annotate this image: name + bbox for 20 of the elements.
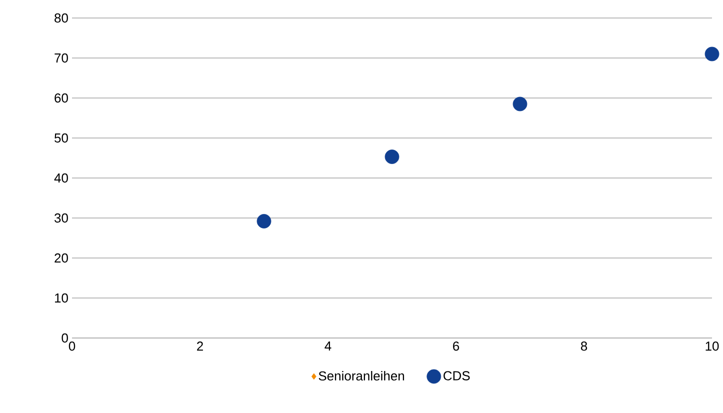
x-tick-label: 10 bbox=[706, 342, 719, 351]
x-tick-label: 6 bbox=[453, 342, 460, 351]
y-tick-label: 60 bbox=[54, 93, 68, 103]
legend-label: Senioranleihen bbox=[318, 370, 404, 381]
y-tick-label: 30 bbox=[54, 213, 68, 223]
point bbox=[256, 214, 272, 228]
x-tick-label: 4 bbox=[324, 342, 332, 350]
x-tick-label: 8 bbox=[580, 342, 588, 351]
y-tick-label: 40 bbox=[54, 173, 68, 183]
y-tick-label: 10 bbox=[54, 293, 68, 303]
point bbox=[512, 96, 528, 112]
y-tick-label: 20 bbox=[54, 253, 68, 263]
y-tick-label: 70 bbox=[54, 53, 68, 63]
legend-label: CDS bbox=[444, 371, 470, 380]
x-tick-label: 0 bbox=[68, 342, 76, 351]
y-tick-label: 0 bbox=[62, 333, 68, 343]
y-tick-label: 50 bbox=[54, 133, 68, 143]
y-tick-label: 80 bbox=[54, 13, 68, 23]
x-tick-label: 2 bbox=[197, 342, 203, 351]
point bbox=[384, 150, 400, 164]
